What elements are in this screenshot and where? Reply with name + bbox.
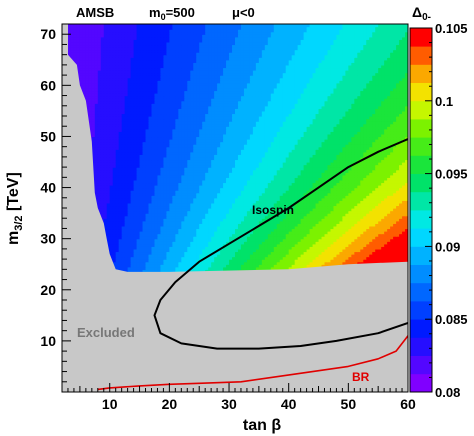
- colorbar-segment: [410, 119, 432, 138]
- title-m0-label: m: [149, 5, 161, 20]
- colorbar-segment: [410, 282, 432, 302]
- y-tick-label: 70: [40, 26, 56, 42]
- colorbar-title: Δ0-: [412, 4, 431, 23]
- colorbar-tick-label: 0.1: [435, 94, 453, 109]
- colorbar-title-base: Δ: [412, 4, 422, 20]
- colorbar-segment: [410, 228, 432, 247]
- y-axis-label: m3/2 [TeV]: [5, 172, 25, 245]
- colorbar-segment: [410, 100, 432, 120]
- x-tick-label: 20: [162, 396, 178, 412]
- isospin-label: Isospin: [252, 203, 294, 217]
- colorbar-segment: [410, 28, 432, 47]
- colorbar-segment: [410, 319, 432, 338]
- y-tick-label: 50: [40, 128, 56, 144]
- y-axis-ticks: 10 20 30 40 50 60 70: [40, 23, 71, 393]
- x-axis-ticks: 10 20 30 40 50 60: [61, 383, 416, 412]
- title-m0-value: =500: [166, 5, 195, 20]
- y-tick-label: 40: [40, 180, 56, 196]
- contour-lines: [97, 138, 408, 391]
- colorbar-segment: [410, 155, 432, 174]
- colorbar-frame: [409, 27, 433, 393]
- colorbar-tick-label: 0.105: [435, 21, 468, 36]
- colorbar-title-sub: 0-: [422, 12, 431, 23]
- colorbar-ticks: 0.08 0.085 0.09 0.095 0.1 0.105: [425, 21, 468, 400]
- colorbar-segment: [410, 46, 432, 65]
- colorbar-segment: [410, 337, 432, 356]
- colorbar-tick-label: 0.08: [435, 385, 460, 400]
- colorbar-segment: [410, 264, 432, 284]
- colorbar-segment: [410, 210, 432, 229]
- colorbar-segment: [410, 82, 432, 102]
- x-tick-label: 30: [221, 396, 237, 412]
- contour-br: [97, 335, 408, 391]
- title-model: AMSB: [76, 5, 114, 20]
- colorbar-segment: [410, 355, 432, 375]
- excluded-region: [62, 24, 408, 392]
- colorbar-tick-label: 0.095: [435, 167, 468, 182]
- title-mu: μ<0: [232, 5, 255, 20]
- colorbar-segment: [410, 246, 432, 265]
- y-tick-label: 30: [40, 231, 56, 247]
- y-tick-label: 10: [40, 333, 56, 349]
- title-m0-sub: 0: [161, 12, 166, 22]
- title-m0: m0=500: [149, 5, 195, 22]
- x-tick-label: 60: [400, 396, 416, 412]
- contour-isospin: [153, 138, 408, 350]
- x-tick-label: 40: [281, 396, 297, 412]
- colorbar-segment: [410, 137, 432, 156]
- colorbar-segment: [410, 191, 432, 211]
- x-tick-label: 10: [102, 396, 118, 412]
- colorbar-segment: [410, 173, 432, 193]
- y-axis-label-unit: [TeV]: [5, 172, 22, 215]
- x-tick-label: 50: [341, 396, 357, 412]
- y-axis-label-base: m: [5, 231, 22, 245]
- x-axis-label: tan β: [243, 417, 281, 434]
- br-label: BR: [352, 370, 370, 384]
- y-axis-label-sub: 3/2: [13, 215, 25, 230]
- colorbar-segment: [410, 301, 432, 320]
- colorbar-tick-label: 0.09: [435, 239, 460, 254]
- y-tick-label: 20: [40, 282, 56, 298]
- colorbar-segment: [410, 64, 432, 83]
- excluded-label: Excluded: [77, 325, 135, 340]
- colorbar-tick-label: 0.085: [435, 312, 468, 327]
- y-tick-label: 60: [40, 77, 56, 93]
- colorbar-segment: [410, 373, 432, 393]
- colorbar: [409, 27, 433, 393]
